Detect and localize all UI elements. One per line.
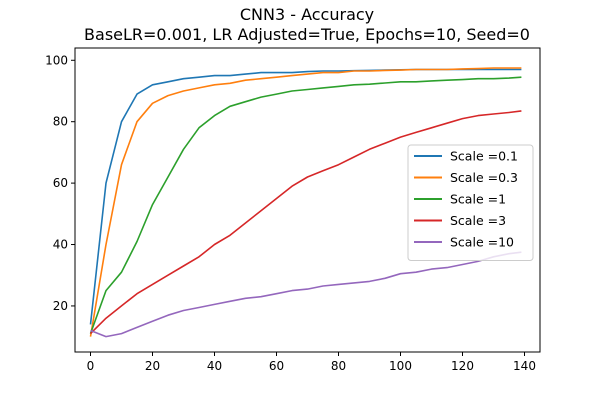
x-tick-label: 20 [145, 359, 160, 373]
y-axis: 20 40 60 80 100 [45, 53, 75, 313]
chart-subtitle: BaseLR=0.001, LR Adjusted=True, Epochs=1… [84, 25, 530, 44]
y-tick-label: 100 [45, 53, 68, 67]
legend: Scale =0.1 Scale =0.3 Scale =1 Scale =3 Scal… [407, 144, 534, 261]
legend-label: Scale =3 [450, 213, 506, 228]
plot-frame [74, 47, 541, 353]
chart-title: CNN3 - Accuracy [240, 5, 374, 24]
y-tick-label: 20 [53, 299, 68, 313]
x-tick-label: 40 [207, 359, 222, 373]
legend-label: Scale =1 [450, 192, 506, 207]
series-line-5 [90, 251, 522, 338]
legend-label: Scale =0.1 [450, 149, 518, 164]
legend-label: Scale =0.3 [450, 170, 518, 185]
x-tick-label: 140 [513, 359, 536, 373]
y-tick-label: 80 [53, 115, 68, 129]
x-tick-label: 120 [451, 359, 474, 373]
x-tick-label: 80 [331, 359, 346, 373]
y-tick-label: 60 [53, 176, 68, 190]
x-axis: 0 20 40 60 80 100 120 140 [87, 352, 536, 373]
x-tick-label: 0 [87, 359, 95, 373]
series-line-3 [89, 76, 522, 334]
legend-label: Scale =10 [450, 235, 514, 250]
y-tick-label: 40 [53, 238, 68, 252]
series-line-2 [89, 67, 522, 337]
legend-box [407, 144, 534, 261]
series-line-4 [89, 110, 522, 335]
x-tick-label: 100 [389, 359, 412, 373]
series-lines [89, 67, 522, 338]
x-tick-label: 60 [269, 359, 284, 373]
